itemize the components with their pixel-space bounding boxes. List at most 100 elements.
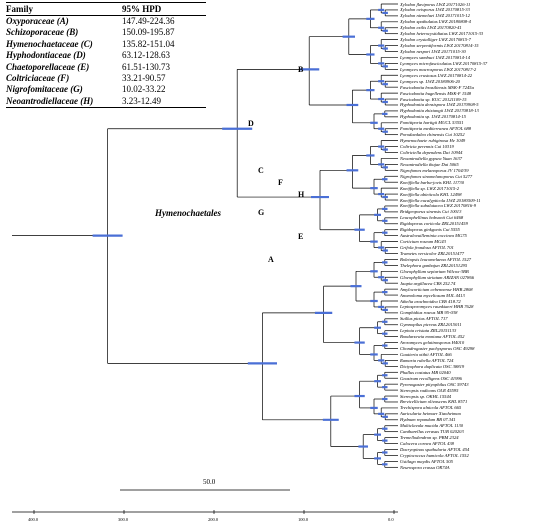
taxon-label: Xylodon crystalliger LWZ 20170815-7 xyxy=(400,37,471,43)
taxon-label: Hydnum repandum BB 07.341 xyxy=(400,417,456,423)
taxon-label: Fomitiporia hartigii MUCL 53551 xyxy=(400,120,464,126)
axis-tick-label: 200.0 xyxy=(208,517,219,522)
taxon-label: Trechispora alnicola AFTOL 665 xyxy=(400,405,462,411)
legend-family: Coltriciaceae (F) xyxy=(6,73,70,84)
taxon-label: Coltricia perennis Cui 10319 xyxy=(400,144,454,150)
legend-family: Oxyporaceae (A) xyxy=(6,16,69,26)
taxon-label: Neurospora crassa OR74A xyxy=(400,464,450,470)
legend-header-family: Family xyxy=(6,4,33,14)
legend-row: Nigrofomitaceae (G) 10.02-33.22 xyxy=(6,84,206,95)
taxon-label: Rigidoporus ginkgonis Cui 5555 xyxy=(400,227,460,233)
taxon-label: Trametes versicolor ZRL20151477 xyxy=(400,250,465,256)
taxon-label: Athelia arachnoidea CBS 418.72 xyxy=(400,298,461,304)
legend-family: Neoantrodiellaceae (H) xyxy=(6,95,94,106)
taxon-label: Xylodon spathulatus LWZ 20180808-4 xyxy=(400,19,471,25)
taxon-label: Gymnopilus picreus ZRL2015011 xyxy=(400,322,462,328)
taxon-label: Xylodon niemelaei LWZ 20171015-12 xyxy=(400,13,470,19)
taxon-label: Pyrenogaster pityophilus OSC 59743 xyxy=(400,381,469,387)
taxon-label: Corticium roseum MG43 xyxy=(400,239,447,245)
taxon-label: Lepiota cristata ZRL20151133 xyxy=(400,328,457,334)
legend-row: Hymenochaetaceae (C) 135.82-151.04 xyxy=(6,39,206,50)
taxon-label: Gautieria otthii AFTOL 466 xyxy=(400,351,452,357)
clade-label-b: B xyxy=(298,65,304,75)
taxon-label: Chondrogaster pachysporus OSC 49298 xyxy=(400,346,475,352)
legend-row: Schizoporaceae (B) 150.09-195.87 xyxy=(6,27,206,38)
legend-hpd: 3.23-12.49 xyxy=(122,95,161,106)
legend-row: Neoantrodiellaceae (H) 3.23-12.49 xyxy=(6,95,206,109)
taxon-label: Kneiffiella eucalypticola LWZ 20180509-1… xyxy=(400,197,481,203)
taxon-label: Hyphodontia sp. LWZ 20170814-15 xyxy=(400,114,466,120)
taxon-label: Kneiffiella sp. LWZ 20171015-2 xyxy=(400,185,460,191)
clade-label-c: C xyxy=(258,166,264,176)
taxon-label: Thelephora ganbajun ZRL20151295 xyxy=(400,262,468,268)
taxon-label: Gomphidius roseus MB 95-038 xyxy=(400,310,458,316)
taxon-label: Lyomyces microfasciculatus LWZ 20170815-… xyxy=(400,60,488,66)
taxon-label: Boletopsis leucomelaena AFTOL 1527 xyxy=(400,256,472,262)
taxon-label: Coltriciella dependens Dai 10944 xyxy=(400,150,463,155)
legend-family: Schizoporaceae (B) xyxy=(6,27,79,38)
legend-hpd: 61.51-130.73 xyxy=(122,61,170,72)
legend-family: Hymenochaetaceae (C) xyxy=(6,38,93,49)
legend-hpd: 135.82-151.04 xyxy=(122,38,175,49)
legend-family: Hyphodontiaceae (D) xyxy=(6,50,86,61)
legend-row: Hyphodontiaceae (D) 63.12-128.63 xyxy=(6,50,206,61)
taxon-label: Kneiffiella barba-jovis KHL 11730 xyxy=(400,179,465,185)
taxon-label: Rigidoporus corticola ZRL20151459 xyxy=(400,221,468,227)
scale-bar-label: 50.0 xyxy=(203,478,216,486)
taxon-label: Kneiffiella subalutacea LWZ 20170816-9 xyxy=(400,203,477,209)
taxon-label: Lyomyces sp. LWZ 20180906-20 xyxy=(400,78,460,84)
taxon-label: Fomitiporia mediterranea AFTOL 688 xyxy=(400,126,472,132)
legend-family: Chaetoporellaceae (E) xyxy=(6,61,90,72)
clade-label-h: H xyxy=(298,190,305,200)
taxon-label: Stereopsis sp. OKHL 15544 xyxy=(400,393,452,399)
taxon-label: Ustilago maydis AFTOL 505 xyxy=(400,458,453,464)
taxon-label: Fasciodontia bugellensis MSK-F 1548 xyxy=(400,90,472,96)
taxon-label: Bondarzewia montana AFTOL 452 xyxy=(400,334,465,340)
taxon-label: Cryptococcus humicola AFTOL 1552 xyxy=(400,452,469,458)
clade-label-e: E xyxy=(298,231,304,241)
taxon-label: Australovuilleminia coccinea MG75 xyxy=(400,233,467,239)
taxon-label: Leptosporomyces raunkiaeri HHB 7628 xyxy=(400,304,474,310)
clade-label-g: G xyxy=(258,207,265,217)
axis-tick-label: 300.0 xyxy=(118,517,129,522)
taxon-label: Fasciodontia brasiliensis MSK-F 7245a xyxy=(400,84,474,90)
legend-row: Chaetoporellaceae (E) 61.51-130.73 xyxy=(6,62,206,73)
legend-header-hpd: 95% HPD xyxy=(122,4,162,14)
taxon-label: Hymenochaete rubiginosa He 1049 xyxy=(400,138,466,144)
taxon-label: Xylodon heterocystidiatus LWZ 20171015-3… xyxy=(400,31,484,37)
taxon-label: Xylodon exilis LWZ 20170820-41 xyxy=(400,25,462,31)
clade-label-a: A xyxy=(268,255,274,265)
taxon-label: Lyomyces sambuci LWZ 20170814-14 xyxy=(400,54,470,60)
taxon-label: Lyomyces macrosporus LWZ 20170817-2 xyxy=(400,66,477,72)
taxon-label: Xylodon flaviporus LWZ 20171026-11 xyxy=(400,1,471,7)
taxon-label: Fasciodontia sp. KUC 20121109-15 xyxy=(400,96,467,102)
axis-tick-label: 100.0 xyxy=(298,517,309,522)
clade-label-d: D xyxy=(248,118,254,128)
taxon-label: Nigrofomes melanoporus JV 1704/39 xyxy=(400,167,469,173)
taxon-label: Xylodon nespori LWZ 20171015-30 xyxy=(400,49,466,55)
taxon-label: Geastrum recolligens OSC 41996 xyxy=(400,375,462,381)
axis-tick-label: 0.0 xyxy=(388,517,394,522)
taxon-label: Dacryopinax spathularia AFTOL 454 xyxy=(400,447,470,452)
taxon-label: Gloeophyllum sepiarium Wilcox-3BB xyxy=(400,268,469,274)
taxon-label: Calocera cornea AFTOL 438 xyxy=(400,441,454,447)
taxon-label: Kneiffiella abieticola KHL 12498 xyxy=(400,191,462,197)
taxon-label: Auricularia heimuer Xiaoheimao xyxy=(400,411,461,417)
axis-tick-label: 400.0 xyxy=(28,517,39,522)
taxon-label: Cantharellus cerasus TUB 020203 xyxy=(400,429,464,435)
taxon-label: Brevicellicium olivascens KHL 8571 xyxy=(400,399,468,405)
taxon-label: Xylodon serpentiformis LWZ 20170814-15 xyxy=(400,43,479,49)
taxon-label: Tremellodendron sp. PBM 2324 xyxy=(400,435,459,441)
legend-hpd: 150.09-195.87 xyxy=(122,27,175,38)
legend-hpd: 10.02-33.22 xyxy=(122,84,166,95)
taxon-label: Phallus costatus MB 02040 xyxy=(400,369,451,375)
order-label-hymenochaetales: Hymenochaetales xyxy=(155,208,221,218)
legend-row: Coltriciaceae (F) 33.21-90.57 xyxy=(6,73,206,84)
taxon-label: Bridgeoporus sinensis Cui 10013 xyxy=(400,209,462,215)
taxon-label: Suillus pictus AFTOL 717 xyxy=(400,316,448,322)
legend-hpd: 33.21-90.57 xyxy=(122,73,166,84)
taxon-label: Lyomyces crustosus LWZ 20170814-22 xyxy=(400,72,473,78)
legend-row: Oxyporaceae (A) 147.49-224.36 xyxy=(6,16,206,27)
hpd-legend-table: Family 95% HPD Oxyporaceae (A) 147.49-224… xyxy=(6,2,206,109)
